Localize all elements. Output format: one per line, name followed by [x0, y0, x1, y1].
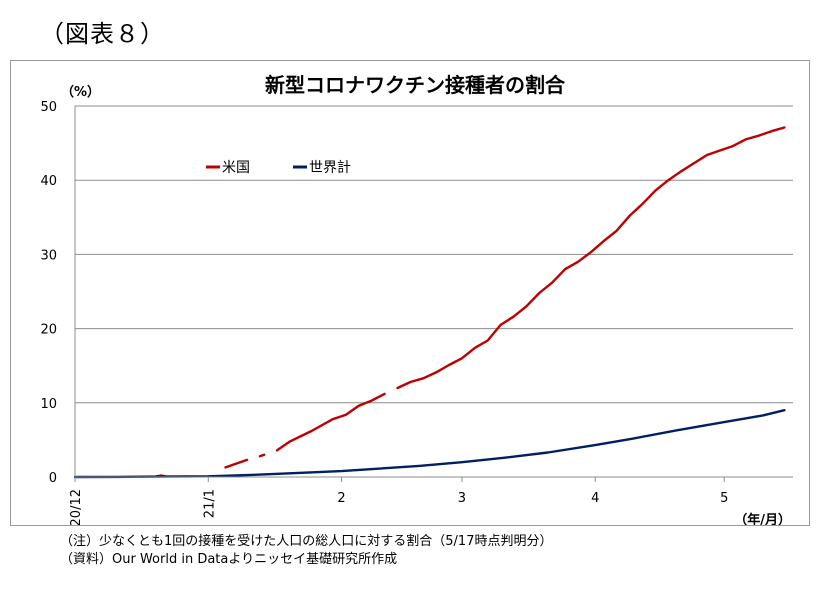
series-line-world: [73, 409, 786, 479]
chart-frame: 0 10 20 30 40 50 20/12 21/1 2 3 4 5 新型コロナワクチン接種者の割合…: [10, 60, 810, 526]
series-line-us: [224, 458, 249, 469]
figure-label: （図表８）: [40, 20, 165, 48]
grid-lines: [75, 105, 793, 404]
legend: 米国 世界計: [206, 160, 351, 176]
series-line-us: [275, 392, 386, 452]
legend-label-us: 米国: [222, 160, 250, 176]
y-tick-label: 20: [40, 323, 57, 338]
chart-title: 新型コロナワクチン接種者の割合: [265, 73, 566, 97]
y-tick-label: 30: [40, 248, 57, 263]
x-tick-label: 2: [337, 491, 345, 506]
x-axis-unit-label: （年/月）: [734, 512, 791, 525]
x-tick-label: 5: [720, 491, 728, 506]
series-line-us: [258, 453, 266, 458]
y-tick-label: 10: [40, 397, 57, 412]
y-tick-label: 0: [49, 471, 57, 486]
y-tick-label: 50: [40, 100, 57, 115]
x-tick-label: 20/12: [69, 489, 84, 525]
series-lines: [73, 126, 786, 479]
footnote-source: （資料）Our World in Dataよりニッセイ基礎研究所作成: [60, 552, 398, 567]
vaccination-rate-line-chart: 0 10 20 30 40 50 20/12 21/1 2 3 4 5 新型コロナワクチン接種者の割合…: [40, 73, 793, 525]
x-tick-label: 3: [458, 491, 466, 506]
y-tick-label: 40: [40, 174, 57, 189]
y-axis-unit-label: （%）: [61, 84, 100, 100]
series-line-us: [396, 126, 786, 390]
x-tick-label: 21/1: [202, 489, 217, 518]
legend-label-world: 世界計: [309, 160, 351, 176]
axes: 0 10 20 30 40 50 20/12 21/1 2 3 4 5: [40, 100, 793, 525]
x-tick-label: 4: [591, 491, 599, 506]
footnote-note: （注）少なくとも1回の接種を受けた人口の総人口に対する割合（5/17時点判明分）: [60, 534, 553, 549]
